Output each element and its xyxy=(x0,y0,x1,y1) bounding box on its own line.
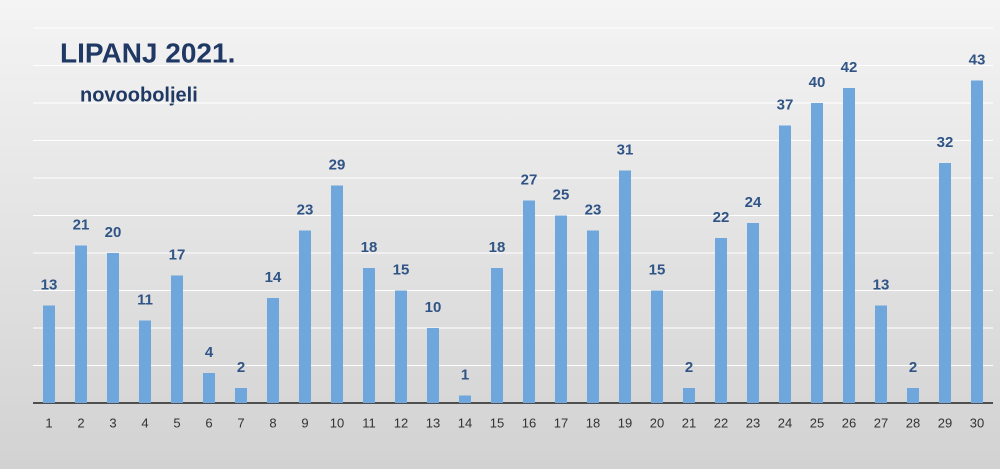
x-tick-label: 28 xyxy=(906,415,920,430)
value-label: 14 xyxy=(265,269,282,286)
bar xyxy=(811,103,823,403)
x-tick-label: 29 xyxy=(938,415,952,430)
x-tick-label: 17 xyxy=(554,415,568,430)
x-tick-label: 14 xyxy=(458,415,472,430)
bar xyxy=(299,230,311,403)
bar xyxy=(939,163,951,403)
value-label: 20 xyxy=(105,224,122,241)
x-tick-label: 19 xyxy=(618,415,632,430)
value-label: 2 xyxy=(685,359,693,376)
x-tick-label: 10 xyxy=(330,415,344,430)
bar xyxy=(427,328,439,403)
value-label: 31 xyxy=(617,141,634,158)
value-label: 2 xyxy=(909,359,917,376)
x-tick-label: 15 xyxy=(490,415,504,430)
bar xyxy=(523,200,535,403)
bar xyxy=(555,215,567,403)
bar xyxy=(619,170,631,403)
bar xyxy=(331,185,343,403)
bar xyxy=(75,245,87,403)
x-tick-label: 8 xyxy=(269,415,276,430)
x-tick-label: 4 xyxy=(141,415,148,430)
value-label: 40 xyxy=(809,74,826,91)
x-tick-label: 25 xyxy=(810,415,824,430)
x-tick-label: 16 xyxy=(522,415,536,430)
value-label: 15 xyxy=(649,261,666,278)
value-label: 17 xyxy=(169,246,186,263)
value-label: 2 xyxy=(237,359,245,376)
bar xyxy=(907,388,919,403)
x-tick-label: 2 xyxy=(77,415,84,430)
bar xyxy=(875,305,887,403)
bar xyxy=(43,305,55,403)
value-label: 29 xyxy=(329,156,346,173)
bar xyxy=(587,230,599,403)
value-label: 11 xyxy=(137,291,153,308)
bar xyxy=(779,125,791,403)
x-tick-label: 26 xyxy=(842,415,856,430)
value-label: 25 xyxy=(553,186,570,203)
bar xyxy=(107,253,119,403)
value-label: 27 xyxy=(521,171,538,188)
value-label: 24 xyxy=(745,194,762,211)
bar xyxy=(843,88,855,403)
value-label: 18 xyxy=(489,239,506,256)
x-tick-label: 20 xyxy=(650,415,664,430)
bar xyxy=(203,373,215,403)
bar xyxy=(651,290,663,403)
x-tick-label: 6 xyxy=(205,415,212,430)
chart-subtitle: novooboljeli xyxy=(80,84,198,106)
bar xyxy=(171,275,183,403)
x-tick-label: 21 xyxy=(682,415,696,430)
x-tick-label: 18 xyxy=(586,415,600,430)
x-tick-label: 1 xyxy=(45,415,52,430)
x-tick-label: 24 xyxy=(778,415,792,430)
bar xyxy=(363,268,375,403)
chart-title: LIPANJ 2021. xyxy=(60,37,235,68)
value-label: 21 xyxy=(73,216,90,233)
x-tick-label: 12 xyxy=(394,415,408,430)
bar xyxy=(235,388,247,403)
value-label: 37 xyxy=(777,96,794,113)
value-label: 13 xyxy=(873,276,890,293)
value-label: 13 xyxy=(41,276,58,293)
value-label: 1 xyxy=(461,366,469,383)
bar xyxy=(459,395,471,403)
x-tick-label: 23 xyxy=(746,415,760,430)
bar xyxy=(971,80,983,403)
x-tick-label: 9 xyxy=(301,415,308,430)
bar xyxy=(395,290,407,403)
x-tick-label: 22 xyxy=(714,415,728,430)
value-label: 43 xyxy=(969,51,986,68)
x-tick-label: 13 xyxy=(426,415,440,430)
value-label: 4 xyxy=(205,344,214,361)
bar xyxy=(683,388,695,403)
value-label: 23 xyxy=(585,201,602,218)
value-label: 18 xyxy=(361,239,378,256)
x-tick-label: 27 xyxy=(874,415,888,430)
x-tick-label: 30 xyxy=(970,415,984,430)
bar xyxy=(267,298,279,403)
x-tick-label: 5 xyxy=(173,415,180,430)
value-label: 23 xyxy=(297,201,314,218)
bar xyxy=(715,238,727,403)
value-label: 10 xyxy=(425,299,442,316)
value-label: 22 xyxy=(713,209,730,226)
value-label: 32 xyxy=(937,134,954,151)
x-tick-label: 11 xyxy=(362,415,376,430)
x-tick-label: 7 xyxy=(237,415,244,430)
value-label: 15 xyxy=(393,261,410,278)
x-tick-label: 3 xyxy=(109,415,116,430)
bar xyxy=(139,320,151,403)
bar xyxy=(747,223,759,403)
value-label: 42 xyxy=(841,59,858,76)
bar xyxy=(491,268,503,403)
